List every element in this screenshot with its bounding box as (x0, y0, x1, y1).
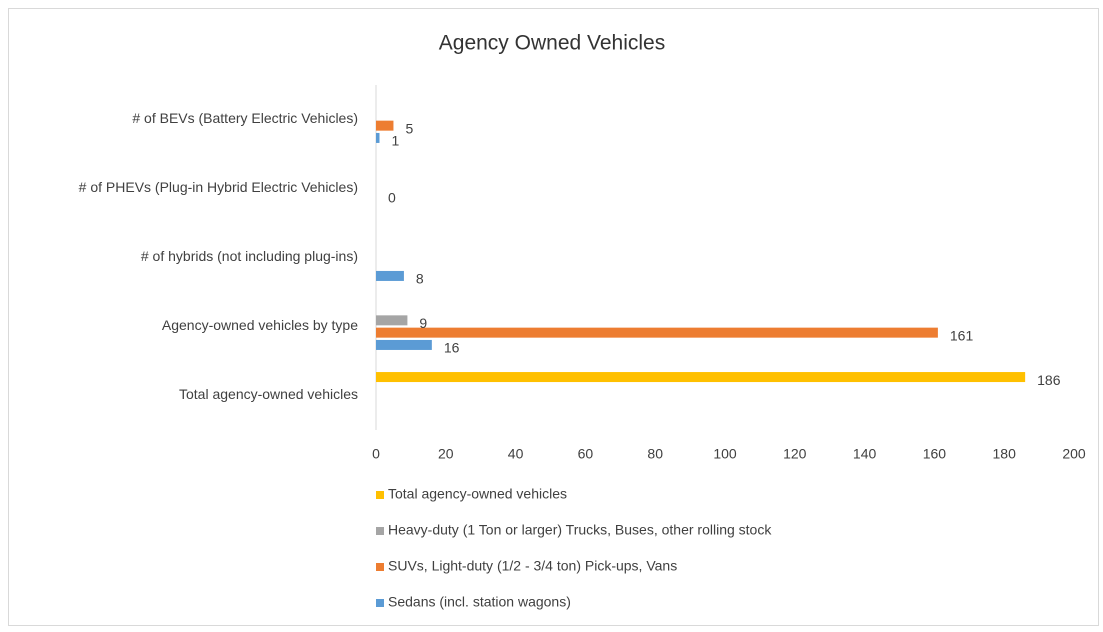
x-tick-label: 0 (372, 446, 380, 462)
chart-title: Agency Owned Vehicles (439, 32, 665, 55)
value-label: 186 (1037, 372, 1061, 388)
bar (376, 120, 394, 131)
x-tick-label: 40 (508, 446, 524, 462)
bar (376, 372, 1026, 383)
legend-label: Total agency-owned vehicles (388, 486, 567, 502)
x-tick-label: 60 (578, 446, 594, 462)
legend-swatch (376, 527, 384, 535)
x-tick-label: 160 (923, 446, 947, 462)
bar (376, 132, 380, 143)
y-tick-label: # of BEVs (Battery Electric Vehicles) (132, 110, 358, 126)
x-tick-label: 140 (853, 446, 877, 462)
x-tick-label: 20 (438, 446, 454, 462)
value-label: 161 (950, 327, 974, 343)
y-tick-label: Total agency-owned vehicles (179, 386, 358, 402)
value-label: 0 (388, 189, 396, 205)
x-tick-label: 200 (1062, 446, 1086, 462)
value-label: 9 (419, 315, 427, 331)
x-tick-label: 180 (993, 446, 1017, 462)
y-tick-label: Agency-owned vehicles by type (162, 317, 358, 333)
chart-border (8, 8, 1099, 626)
value-label: 1 (391, 133, 399, 149)
bar (376, 327, 938, 338)
y-tick-label: # of PHEVs (Plug-in Hybrid Electric Vehi… (79, 179, 358, 195)
legend-swatch (376, 563, 384, 571)
bar (376, 315, 408, 326)
x-tick-label: 80 (647, 446, 663, 462)
bar (376, 339, 432, 350)
legend-swatch (376, 491, 384, 499)
legend-swatch (376, 599, 384, 607)
value-label: 8 (416, 271, 424, 287)
value-label: 16 (444, 340, 460, 356)
legend-label: Sedans (incl. station wagons) (388, 594, 571, 610)
legend-label: Heavy-duty (1 Ton or larger) Trucks, Bus… (388, 522, 772, 538)
value-label: 5 (405, 120, 413, 136)
bar (376, 270, 404, 281)
x-tick-label: 100 (713, 446, 737, 462)
legend-label: SUVs, Light-duty (1/2 - 3/4 ton) Pick-up… (388, 558, 677, 574)
y-tick-label: # of hybrids (not including plug-ins) (141, 248, 358, 264)
x-tick-label: 120 (783, 446, 807, 462)
